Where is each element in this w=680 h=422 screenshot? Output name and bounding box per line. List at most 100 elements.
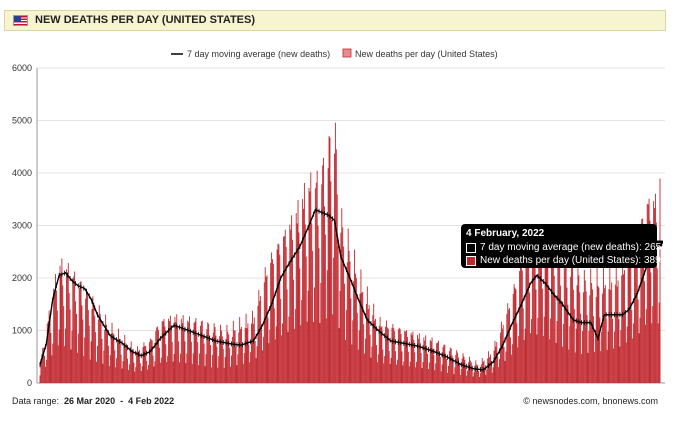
bar [513,284,515,383]
bar [194,321,196,383]
bar [373,303,375,383]
bar [355,273,356,383]
bar [331,219,333,383]
bar [642,218,644,383]
bar [118,339,120,383]
bar [225,338,227,383]
bar [365,303,367,383]
bar [626,326,628,383]
bar [80,281,82,383]
bar [499,332,501,383]
bar [520,264,521,383]
bar [584,280,586,383]
bar [354,249,356,383]
bar [351,344,353,383]
bar [104,329,106,383]
bar [478,371,480,383]
bar [282,236,284,383]
bar [274,339,276,383]
tooltip-swatch-average [466,242,476,253]
bar [53,288,55,383]
bar [583,269,585,383]
bar [223,367,225,383]
bar [614,284,616,383]
bar [147,369,149,383]
bar [569,326,571,383]
bar [592,316,594,383]
bar [640,228,642,383]
bar [538,234,540,383]
bar [407,351,409,383]
bar [615,263,617,383]
bar [152,355,154,383]
bar [144,346,146,383]
bar [95,332,97,383]
deaths-chart[interactable]: 0 1000 2000 3000 4000 5000 6000 7 day moving av… [0,40,680,392]
bar [519,271,521,383]
bar [494,340,496,383]
bar [127,370,129,383]
bar [243,353,245,383]
bar [413,339,415,383]
bar [121,368,123,383]
bar [496,341,498,383]
bar [386,327,388,383]
bar [157,326,159,383]
bar [581,353,583,383]
bar [237,354,239,383]
bar [160,357,162,383]
bar [440,371,442,383]
bar [622,256,624,383]
bar [509,308,511,383]
bar [79,281,81,383]
bar [641,219,643,383]
bar [499,359,500,383]
bar [365,338,366,383]
bar [444,344,446,383]
bar [188,322,190,383]
bar [511,344,513,383]
tooltip-average-text: 7 day moving average (new deaths): 2656.… [480,242,676,253]
bar [209,335,211,383]
chart-header: NEW DEATHS PER DAY (UNITED STATES) [4,10,666,31]
bar [651,323,653,383]
bar [197,342,199,383]
bar [613,331,615,383]
bar [399,329,401,383]
bar [123,343,125,383]
bar [487,358,489,383]
bar [403,361,405,383]
y-tick-label: 1000 [12,326,32,336]
bar [551,247,552,383]
bar [163,318,165,383]
bar [505,351,507,383]
bar [289,224,291,383]
bar [507,303,509,383]
bar [296,223,298,383]
bar [446,359,448,383]
bar [228,334,230,383]
bar [343,246,345,383]
bar [633,323,635,383]
bar [180,318,182,383]
bar [306,321,308,383]
bar [426,345,428,383]
bar [161,321,163,383]
bar [325,318,327,383]
bar [202,335,204,383]
bar [578,275,580,383]
bar [628,246,630,383]
bar [66,272,68,383]
bar [427,353,428,383]
bar [69,309,71,383]
bar [245,313,247,383]
bar [531,232,533,383]
bar [44,355,46,383]
bar [103,350,105,383]
bar [279,254,281,383]
bar [101,338,103,383]
bar [658,302,660,383]
bar [517,347,519,383]
bar [609,265,611,383]
bar [406,330,407,383]
